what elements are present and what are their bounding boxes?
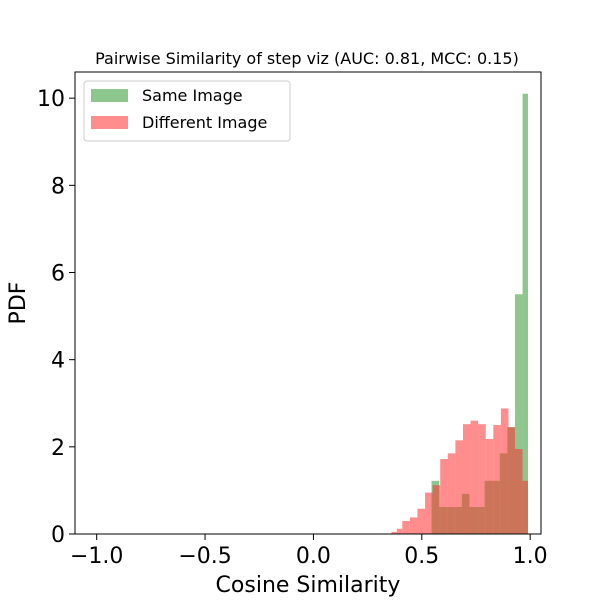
hist-bar-different-3: [409, 517, 418, 534]
hist-bar-same-12: [522, 93, 528, 534]
x-tick-label: −0.5: [178, 544, 231, 569]
y-tick-label: 2: [51, 436, 65, 461]
hist-bar-different-1: [396, 528, 403, 534]
hist-bar-different-10: [462, 424, 471, 534]
hist-bar-different-11: [470, 420, 479, 534]
x-tick-label: 1.0: [513, 544, 548, 569]
x-axis-label: Cosine Similarity: [216, 573, 401, 598]
hist-bar-different-6: [432, 485, 441, 534]
hist-bar-different-16: [508, 427, 515, 534]
plot-frame: [74, 71, 542, 535]
hist-bar-different-13: [485, 438, 494, 534]
x-axis: −1.0 −0.5 0.0 0.5 1.0: [70, 534, 548, 569]
hist-bar-different-17: [514, 449, 523, 534]
y-axis-label: PDF: [6, 282, 31, 325]
bars-layer: [391, 93, 528, 534]
hist-bar-different-2: [402, 520, 410, 534]
hist-bar-different-12: [478, 424, 486, 534]
y-axis: 0 2 4 6 8 10: [37, 87, 75, 548]
y-tick-label: 8: [51, 174, 65, 199]
x-tick-label: 0.0: [296, 544, 331, 569]
chart-title: Pairwise Similarity of step viz (AUC: 0.…: [95, 49, 519, 68]
hist-bar-different-8: [447, 453, 456, 534]
y-tick-label: 10: [37, 87, 65, 112]
y-tick-label: 4: [51, 349, 65, 374]
hist-bar-different-7: [440, 459, 448, 534]
hist-bar-different-15: [500, 408, 509, 534]
hist-bar-different-9: [455, 440, 463, 534]
hist-bar-different-4: [417, 508, 426, 534]
legend-box: [83, 80, 291, 142]
x-tick-label: 0.5: [404, 544, 439, 569]
hist-bar-different-14: [493, 425, 501, 534]
legend-swatch-same: [91, 89, 128, 102]
legend-label-different: Different Image: [142, 113, 267, 132]
legend-label-same: Same Image: [142, 86, 243, 105]
hist-bar-different-5: [425, 492, 433, 534]
hist-bar-different-18: [522, 480, 528, 534]
hist-bar-different-0: [391, 531, 397, 534]
x-tick-label: −1.0: [70, 544, 123, 569]
hist-bar-same-11: [514, 294, 523, 534]
y-tick-label: 0: [51, 523, 65, 548]
legend: Same Image Different Image: [83, 80, 291, 142]
y-tick-label: 6: [51, 261, 65, 286]
legend-swatch-different: [91, 116, 128, 129]
